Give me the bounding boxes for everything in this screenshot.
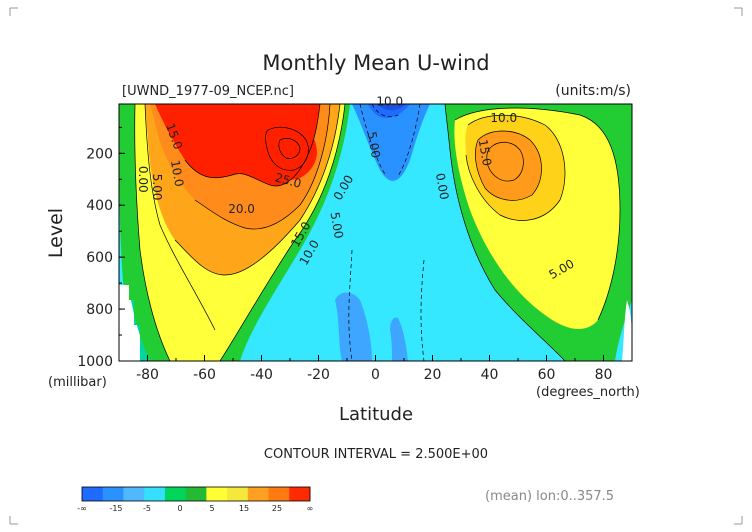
contour-label: 10.0	[376, 94, 403, 108]
x-tick-label: 80	[595, 367, 613, 383]
colorbar-frame	[81, 486, 311, 502]
colorbar-swatch	[227, 487, 249, 501]
band-blue-low	[335, 292, 372, 361]
x-tick-label: -60	[193, 367, 216, 383]
band-deep-top	[378, 104, 406, 111]
colorbar-swatch	[164, 487, 187, 501]
colorbar-swatch	[123, 487, 145, 501]
colorbar-swatch	[268, 487, 290, 501]
contour-interval: CONTOUR INTERVAL = 2.500E+00	[264, 447, 488, 462]
x-tick-label: 20	[424, 367, 442, 383]
x-tick-label: -40	[250, 367, 273, 383]
contour-label: 10.0	[490, 111, 517, 125]
x-axis-unit: (degrees_north)	[536, 385, 640, 400]
corner-marks	[9, 7, 743, 525]
contour-label: 5.00	[150, 174, 164, 201]
colorbar-swatch	[82, 487, 104, 501]
contour-label: 0.00	[136, 166, 150, 193]
colorbar-tick-label: -∞	[77, 504, 87, 513]
y-tick-label: 1000	[77, 354, 113, 370]
ground-mask	[119, 285, 140, 361]
colorbar-tick-label: ∞	[307, 504, 314, 513]
contour-label: 15.0	[476, 138, 494, 167]
x-tick-label: 60	[538, 367, 556, 383]
colorbar-swatch	[247, 487, 270, 501]
x-tick-label: -80	[136, 367, 159, 383]
colorbar-swatch	[102, 487, 124, 501]
units-label: (units:m/s)	[555, 83, 631, 99]
band-blue-low2	[390, 317, 408, 361]
colorbar-tick-label: 5	[209, 504, 214, 513]
x-axis: -80 -60 -40 -20 0 20 40 60 80	[118, 355, 633, 383]
colorbar-swatch	[144, 487, 166, 501]
colorbar: -∞ -15 -5 0 5 15 25 ∞	[77, 486, 314, 513]
band-sh-edge-cyan	[129, 300, 150, 361]
y-axis-label: Level	[45, 208, 67, 258]
contour-lines	[134, 104, 621, 361]
contour-label: 20.0	[228, 202, 255, 216]
x-tick-label: -20	[307, 367, 330, 383]
contour-label: 5.00	[327, 211, 345, 240]
band-nh-core	[475, 131, 542, 201]
arctic-right	[622, 300, 632, 361]
x-tick-label: 40	[481, 367, 499, 383]
contour-label: 5.00	[365, 130, 383, 159]
contour-label: 10.0	[168, 159, 186, 188]
footnote: (mean) lon:0..357.5	[485, 489, 614, 504]
colorbar-tick-label: -5	[143, 504, 151, 513]
y-tick-label: 800	[86, 302, 113, 318]
x-axis-label: Latitude	[339, 404, 413, 425]
dashed-contours	[348, 104, 425, 361]
colorbar-tick-label: 15	[239, 504, 249, 513]
contour-label: 25.0	[273, 170, 302, 190]
source-label: [UWND_1977-09_NCEP.nc]	[122, 84, 294, 99]
y-tick-label: 600	[86, 250, 113, 266]
contour-label: 0.00	[433, 172, 451, 201]
x-tick-label: 0	[371, 367, 380, 383]
chart-title: Monthly Mean U-wind	[262, 51, 489, 75]
y-axis: 200 400 600 800 1000	[77, 126, 125, 370]
plot-area	[119, 104, 632, 361]
band-sh-red-core	[256, 117, 317, 180]
colorbar-tick-label: 0	[177, 504, 182, 513]
colorbar-tick-label: -15	[109, 504, 122, 513]
colorbar-swatch	[289, 487, 311, 501]
y-tick-label: 400	[86, 198, 113, 214]
colorbar-tick-label: 25	[272, 504, 282, 513]
y-axis-unit: (millibar)	[48, 375, 107, 390]
y-tick-label: 200	[86, 146, 113, 162]
band-blue-top	[352, 104, 430, 181]
colorbar-swatch	[185, 487, 207, 501]
colorbar-swatch	[206, 487, 228, 501]
